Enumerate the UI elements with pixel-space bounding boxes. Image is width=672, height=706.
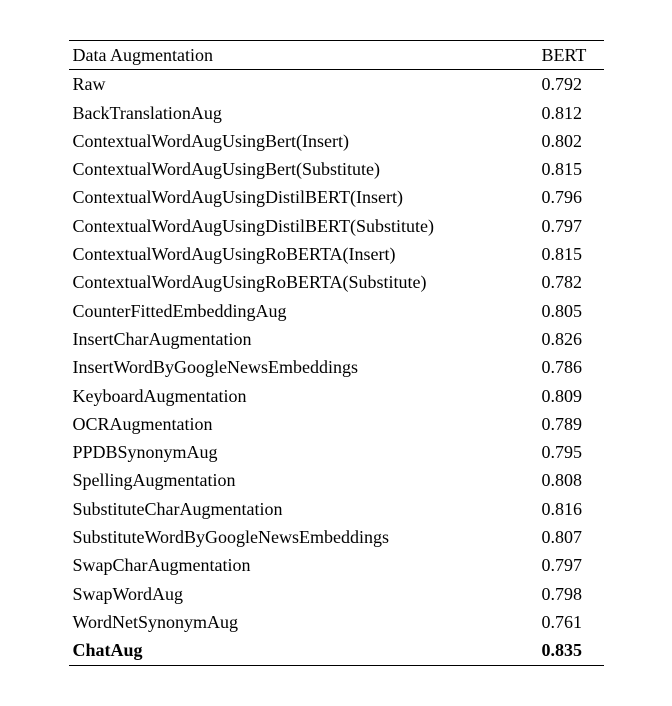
cell-bert: 0.835 (524, 636, 604, 665)
col-header-bert: BERT (524, 41, 604, 70)
table-row: ContextualWordAugUsingDistilBERT(Substit… (69, 212, 604, 240)
cell-augmentation: WordNetSynonymAug (69, 608, 524, 636)
table-row: SubstituteWordByGoogleNewsEmbeddings0.80… (69, 523, 604, 551)
cell-augmentation: Raw (69, 70, 524, 99)
table-row: KeyboardAugmentation0.809 (69, 382, 604, 410)
table-row: ContextualWordAugUsingBert(Substitute)0.… (69, 155, 604, 183)
table-row: WordNetSynonymAug0.761 (69, 608, 604, 636)
table-header-row: Data Augmentation BERT (69, 41, 604, 70)
cell-augmentation: PPDBSynonymAug (69, 438, 524, 466)
table-row: InsertCharAugmentation0.826 (69, 325, 604, 353)
cell-bert: 0.795 (524, 438, 604, 466)
cell-augmentation: ContextualWordAugUsingDistilBERT(Insert) (69, 183, 524, 211)
cell-bert: 0.789 (524, 410, 604, 438)
cell-bert: 0.802 (524, 127, 604, 155)
cell-augmentation: ContextualWordAugUsingBert(Insert) (69, 127, 524, 155)
cell-bert: 0.792 (524, 70, 604, 99)
table-row: ContextualWordAugUsingDistilBERT(Insert)… (69, 183, 604, 211)
cell-bert: 0.815 (524, 240, 604, 268)
table-row: PPDBSynonymAug0.795 (69, 438, 604, 466)
cell-augmentation: BackTranslationAug (69, 99, 524, 127)
cell-bert: 0.797 (524, 551, 604, 579)
table-row: OCRAugmentation0.789 (69, 410, 604, 438)
results-table: Data Augmentation BERT Raw0.792BackTrans… (69, 40, 604, 666)
results-table-wrap: Data Augmentation BERT Raw0.792BackTrans… (69, 40, 604, 666)
cell-bert: 0.807 (524, 523, 604, 551)
cell-augmentation: ContextualWordAugUsingDistilBERT(Substit… (69, 212, 524, 240)
table-row: SubstituteCharAugmentation0.816 (69, 495, 604, 523)
table-row: ContextualWordAugUsingRoBERTA(Substitute… (69, 268, 604, 296)
cell-augmentation: SwapWordAug (69, 580, 524, 608)
cell-augmentation: ContextualWordAugUsingRoBERTA(Substitute… (69, 268, 524, 296)
cell-augmentation: InsertWordByGoogleNewsEmbeddings (69, 353, 524, 381)
table-row: ContextualWordAugUsingRoBERTA(Insert)0.8… (69, 240, 604, 268)
cell-bert: 0.761 (524, 608, 604, 636)
cell-bert: 0.826 (524, 325, 604, 353)
table-row: ContextualWordAugUsingBert(Insert)0.802 (69, 127, 604, 155)
table-row: ChatAug0.835 (69, 636, 604, 665)
table-row: SpellingAugmentation0.808 (69, 466, 604, 494)
cell-bert: 0.782 (524, 268, 604, 296)
cell-bert: 0.805 (524, 297, 604, 325)
cell-augmentation: SwapCharAugmentation (69, 551, 524, 579)
table-row: SwapWordAug0.798 (69, 580, 604, 608)
col-header-augmentation: Data Augmentation (69, 41, 524, 70)
cell-augmentation: CounterFittedEmbeddingAug (69, 297, 524, 325)
cell-bert: 0.798 (524, 580, 604, 608)
cell-augmentation: SpellingAugmentation (69, 466, 524, 494)
cell-augmentation: KeyboardAugmentation (69, 382, 524, 410)
table-row: BackTranslationAug0.812 (69, 99, 604, 127)
cell-augmentation: SubstituteWordByGoogleNewsEmbeddings (69, 523, 524, 551)
cell-bert: 0.809 (524, 382, 604, 410)
table-row: Raw0.792 (69, 70, 604, 99)
cell-bert: 0.812 (524, 99, 604, 127)
cell-bert: 0.786 (524, 353, 604, 381)
cell-bert: 0.808 (524, 466, 604, 494)
cell-augmentation: ChatAug (69, 636, 524, 665)
cell-bert: 0.797 (524, 212, 604, 240)
table-row: InsertWordByGoogleNewsEmbeddings0.786 (69, 353, 604, 381)
cell-bert: 0.816 (524, 495, 604, 523)
cell-augmentation: InsertCharAugmentation (69, 325, 524, 353)
cell-augmentation: OCRAugmentation (69, 410, 524, 438)
cell-bert: 0.815 (524, 155, 604, 183)
cell-augmentation: SubstituteCharAugmentation (69, 495, 524, 523)
cell-bert: 0.796 (524, 183, 604, 211)
table-row: SwapCharAugmentation0.797 (69, 551, 604, 579)
table-row: CounterFittedEmbeddingAug0.805 (69, 297, 604, 325)
table-body: Raw0.792BackTranslationAug0.812Contextua… (69, 70, 604, 665)
cell-augmentation: ContextualWordAugUsingBert(Substitute) (69, 155, 524, 183)
cell-augmentation: ContextualWordAugUsingRoBERTA(Insert) (69, 240, 524, 268)
